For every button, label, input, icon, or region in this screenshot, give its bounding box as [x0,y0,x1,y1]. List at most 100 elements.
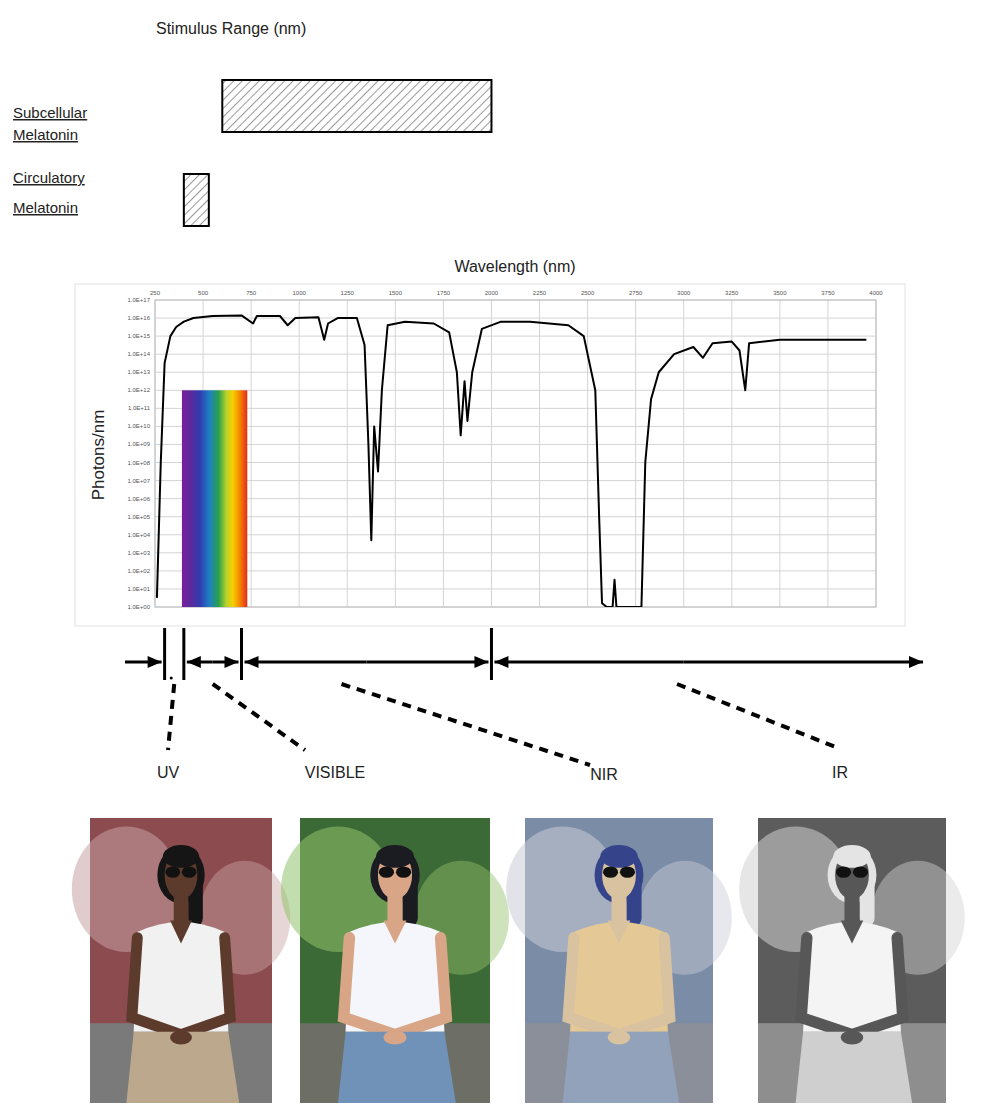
x-grid-line [635,300,636,607]
band-boundary [240,628,243,680]
x-tick-label: 1250 [341,290,355,296]
band-arrowhead [909,656,923,668]
photo-neck [387,895,402,924]
photo-neckline [608,921,631,944]
photo-neckline [841,921,864,944]
photo-sunglasses [853,866,868,877]
stimulus-label: Circulatory [13,169,85,186]
photo-hands [608,1030,631,1044]
photo-sunglasses [836,866,851,877]
x-tick-label: 2000 [485,290,499,296]
photo-sunglasses [379,866,394,877]
uv-dot [170,677,173,680]
stimulus-label: Subcellular [13,104,87,121]
photo-hands [384,1030,407,1044]
spectrum-line [157,315,866,607]
x-tick-label: 2250 [533,290,547,296]
photo [506,818,732,1103]
x-grid-line [251,300,252,607]
x-grid-line [827,300,828,607]
photo-ground [525,1023,713,1103]
y-tick-label: 1.0E+06 [127,496,150,502]
band-arrowhead [148,656,162,668]
y-grid-line [155,534,876,535]
y-tick-label: 1.0E+12 [127,387,150,393]
grid [155,300,876,607]
band-arrowhead [474,656,488,668]
x-tick-label: 500 [198,290,209,296]
photo-arm [852,938,903,1035]
band-arrow-line [245,661,367,664]
photo-arm [132,938,181,1035]
y-grid-line [155,516,876,517]
y-grid-line [155,390,876,391]
photo-hair-top [163,845,199,868]
x-grid-line [299,300,300,607]
band-arrowhead [225,656,239,668]
visible-spectrum-band [182,390,247,607]
y-tick-label: 1.0E+03 [127,550,150,556]
x-tick-label: 1500 [389,290,403,296]
band-arrow-line [366,661,488,664]
stimulus-label: Melatonin [13,126,78,143]
photo-sunglasses [182,866,197,877]
y-grid-line [155,480,876,481]
x-grid-line [491,300,492,607]
y-tick-label: 1.0E+13 [127,369,150,375]
band-leader [341,684,590,765]
x-tick-label: 2750 [629,290,643,296]
band-boundary [163,628,166,680]
y-tick-label: 1.0E+08 [127,460,150,466]
band-arrows [125,628,923,765]
photo-hair-top [600,845,638,868]
x-tick-label: 3250 [725,290,739,296]
band-label: NIR [590,766,618,783]
stimulus-title: Stimulus Range (nm) [156,20,306,37]
x-tick-label: 4000 [869,290,883,296]
photo-hair-top [376,845,414,868]
photo-neckline [384,921,407,944]
x-grid-line [443,300,444,607]
photo-arm [344,938,395,1035]
x-grid-line [683,300,684,607]
stimulus-range-box [222,80,491,132]
photo-arm [568,938,619,1035]
y-grid-line [155,498,876,499]
photo-sunglasses [620,866,635,877]
photo [739,818,965,1103]
y-tick-label: 1.0E+11 [128,405,151,411]
photo-arm [619,938,670,1035]
y-tick-label: 1.0E+04 [127,532,150,538]
y-axis-title: Photons/nm [89,410,108,501]
photo-hands [170,1030,192,1044]
stimulus-label: Melatonin [13,199,78,216]
y-tick-label: 1.0E+02 [127,568,150,574]
y-tick-label: 1.0E+05 [127,514,150,520]
photo-ground [758,1023,946,1103]
y-tick-label: 1.0E+07 [127,478,150,484]
y-grid-line [155,408,876,409]
y-grid-line [155,588,876,589]
x-tick-label: 1000 [293,290,307,296]
y-grid-line [155,354,876,355]
x-grid-line [347,300,348,607]
photo [72,818,290,1103]
plot-frame [155,300,876,607]
photo-arm [395,938,446,1035]
band-label: VISIBLE [305,764,365,781]
y-grid-line [155,444,876,445]
band-arrowhead [187,656,201,668]
photo-neck [611,895,626,924]
y-grid-line [155,570,876,571]
photo-neck [844,895,859,924]
band-arrowhead [245,656,259,668]
x-tick-label: 250 [150,290,161,296]
band-arrow-line [684,661,923,664]
x-tick-label: 2500 [581,290,595,296]
plot-data [157,315,866,607]
band-leader [213,684,305,750]
y-tick-label: 1.0E+17 [127,297,150,303]
band-label: UV [157,764,180,781]
x-tick-label: 3500 [773,290,787,296]
y-tick-label: 1.0E+15 [127,333,150,339]
